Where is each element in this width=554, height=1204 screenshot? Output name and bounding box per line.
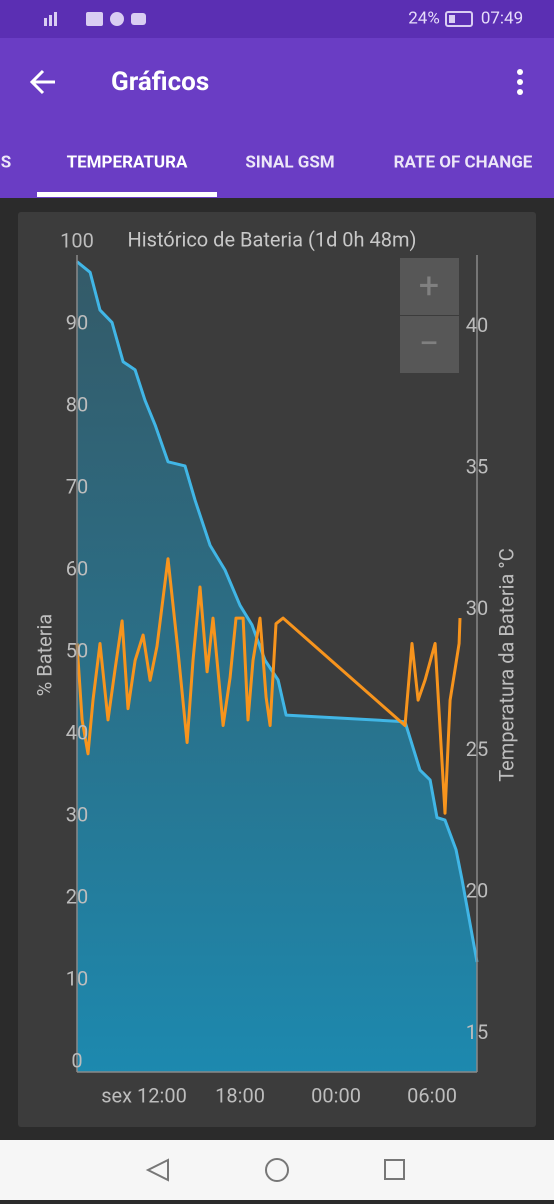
tab-label[interactable]: SINAL GSM <box>245 152 334 172</box>
y2-tick-label: 15 <box>466 1020 488 1044</box>
y-tick-label: 10 <box>66 966 88 990</box>
zoom-in-button[interactable] <box>400 258 459 315</box>
y-tick-label: 50 <box>66 638 88 662</box>
battery-level: 24% <box>408 8 440 28</box>
y2-axis-label: Temperatura da Bateria °C <box>494 548 518 782</box>
y-tick-label: 40 <box>66 720 88 744</box>
overflow-menu[interactable] <box>517 69 523 95</box>
y-tick-label: 20 <box>66 884 88 908</box>
chart: Histórico de Bateria (1d 0h 48m) 0 10 20 30 4… <box>32 227 518 1107</box>
status-bar <box>0 0 554 38</box>
y-axis-label: % Bateria <box>32 614 56 697</box>
app-title: Gráficos <box>111 67 209 97</box>
nav-back[interactable] <box>145 1158 169 1182</box>
nav-home[interactable] <box>265 1158 289 1182</box>
y2-tick-label: 30 <box>466 596 488 620</box>
status-icons <box>44 11 473 27</box>
line <box>75 557 462 815</box>
tab-label[interactable]: S <box>1 152 11 172</box>
nav-recents[interactable] <box>384 1159 405 1180</box>
y2-tick-label: 40 <box>466 313 488 337</box>
line <box>76 260 479 963</box>
y2-tick-label: 20 <box>466 879 488 903</box>
y-tick-label: 90 <box>66 310 88 334</box>
y-tick-label: 30 <box>66 802 88 826</box>
zoom-out-button[interactable] <box>400 316 459 373</box>
y-tick-label: 80 <box>66 392 88 416</box>
x-tick-label: 18:00 <box>215 1083 265 1107</box>
tab-label[interactable]: RATE OF CHANGE <box>394 152 533 172</box>
tab-label[interactable]: TEMPERATURA <box>67 152 188 172</box>
zoom-in-label: + <box>419 265 439 307</box>
x-tick-label: sex 12:00 <box>101 1083 187 1107</box>
chart-title: Histórico de Bateria (1d 0h 48m) <box>127 227 416 251</box>
y-tick-label: 70 <box>66 474 88 498</box>
x-tick-label: 00:00 <box>311 1083 361 1107</box>
y2-tick-label: 35 <box>466 454 488 478</box>
tab-indicator <box>37 192 217 197</box>
zoom-out-label: − <box>419 323 440 365</box>
y-tick-label: 100 <box>60 228 94 252</box>
y2-tick-label: 25 <box>466 737 488 761</box>
x-tick-label: 06:00 <box>407 1083 457 1107</box>
back-button[interactable] <box>29 69 55 95</box>
app-bar <box>0 38 554 198</box>
clock: 07:49 <box>481 8 523 28</box>
nav-bar <box>0 1140 554 1200</box>
tab-bar: S TEMPERATURA SINAL GSM RATE OF CHANGE <box>1 152 533 197</box>
y-tick-label: 0 <box>71 1048 82 1072</box>
y-tick-label: 60 <box>66 556 88 580</box>
